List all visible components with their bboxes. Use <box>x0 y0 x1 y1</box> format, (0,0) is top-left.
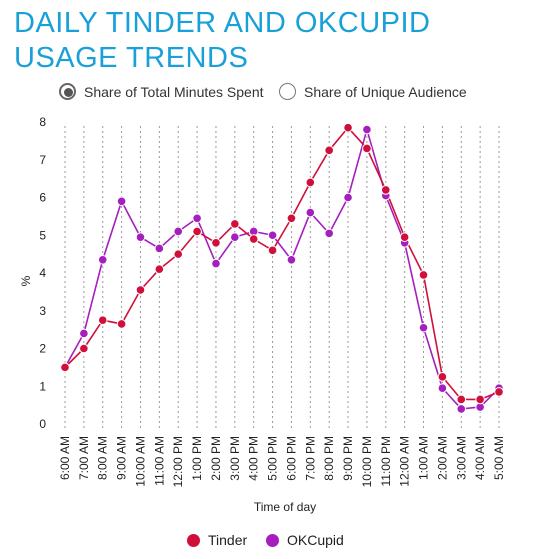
data-point-tinder[interactable] <box>211 238 221 248</box>
data-point-okcupid[interactable] <box>362 124 372 135</box>
data-point-okcupid[interactable] <box>211 258 221 269</box>
x-tick-label: 9:00 PM <box>341 436 355 481</box>
radio-unselected-icon[interactable] <box>279 83 296 100</box>
data-point-tinder[interactable] <box>362 143 372 154</box>
x-tick-label: 9:00 AM <box>115 436 129 480</box>
y-tick-label: 7 <box>39 153 46 167</box>
x-tick-label: 10:00 AM <box>133 436 147 487</box>
x-tick-label: 7:00 PM <box>303 436 317 481</box>
data-point-okcupid[interactable] <box>230 232 240 242</box>
data-point-tinder[interactable] <box>494 387 504 397</box>
data-point-tinder[interactable] <box>324 145 334 156</box>
y-tick-label: 5 <box>39 228 46 242</box>
series-line-tinder <box>64 126 500 401</box>
x-tick-label: 11:00 AM <box>152 436 166 486</box>
y-tick-label: 8 <box>39 115 46 129</box>
data-point-okcupid[interactable] <box>154 243 165 254</box>
title-line-1: DAILY TINDER AND OKCUPID <box>14 7 431 39</box>
data-point-tinder[interactable] <box>154 264 165 275</box>
x-tick-label: 1:00 AM <box>417 436 431 480</box>
x-tick-label: 2:00 PM <box>209 436 223 481</box>
y-tick-label: 4 <box>39 266 46 280</box>
data-point-tinder[interactable] <box>173 249 184 259</box>
page-title: DAILY TINDER AND OKCUPID USAGE TRENDS <box>14 6 431 76</box>
line-chart: 0 1 2 3 4 5 6 7 8 % 6:00 AM 7:00 AM 8:00 AM 9:00 AM… <box>19 115 506 514</box>
x-tick-label: 6:00 AM <box>58 436 72 480</box>
toggle-total-minutes-label: Share of Total Minutes Spent <box>84 84 264 100</box>
data-point-tinder[interactable] <box>286 213 297 224</box>
x-tick-labels: 6:00 AM 7:00 AM 8:00 AM 9:00 AM 10:00 AM 11:0… <box>58 436 506 487</box>
data-point-okcupid[interactable] <box>267 230 278 241</box>
data-point-okcupid[interactable] <box>173 226 184 237</box>
x-axis-label: Time of day <box>254 500 316 514</box>
x-tick-label: 11:00 PM <box>379 436 393 486</box>
data-point-okcupid[interactable] <box>305 207 316 218</box>
data-point-tinder[interactable] <box>437 372 448 382</box>
data-point-okcupid[interactable] <box>79 328 89 339</box>
x-tick-label: 5:00 AM <box>492 436 506 480</box>
legend-label-okcupid: OKCupid <box>287 532 344 548</box>
data-point-okcupid[interactable] <box>97 254 108 265</box>
data-point-okcupid[interactable] <box>286 254 297 265</box>
y-tick-labels: 0 1 2 3 4 5 6 7 8 <box>39 115 46 431</box>
data-point-tinder[interactable] <box>456 394 467 405</box>
series-line-okcupid <box>64 128 500 410</box>
data-point-okcupid[interactable] <box>135 232 146 242</box>
x-tick-label: 3:00 AM <box>454 436 468 480</box>
data-point-okcupid[interactable] <box>192 213 202 224</box>
data-point-tinder[interactable] <box>60 362 70 373</box>
y-tick-label: 3 <box>39 304 46 318</box>
toggle-unique-audience-label: Share of Unique Audience <box>304 84 467 100</box>
x-tick-label: 3:00 PM <box>228 436 242 481</box>
data-point-tinder[interactable] <box>305 177 316 188</box>
data-point-tinder[interactable] <box>248 234 259 244</box>
data-point-tinder[interactable] <box>97 315 108 325</box>
data-point-okcupid[interactable] <box>343 192 353 203</box>
okcupid-legend-dot-icon <box>266 534 279 547</box>
data-point-tinder[interactable] <box>116 319 127 329</box>
data-point-tinder[interactable] <box>418 270 429 280</box>
grid-lines <box>64 126 500 428</box>
data-point-tinder[interactable] <box>230 219 240 229</box>
x-tick-label: 10:00 PM <box>360 436 374 487</box>
x-tick-label: 8:00 AM <box>96 436 110 480</box>
data-point-okcupid[interactable] <box>324 228 334 239</box>
x-tick-label: 6:00 PM <box>284 436 298 481</box>
legend-item-okcupid[interactable]: OKCupid <box>266 532 344 548</box>
data-point-tinder[interactable] <box>343 122 353 133</box>
x-tick-label: 2:00 AM <box>435 436 449 480</box>
x-tick-label: 5:00 PM <box>266 436 280 481</box>
data-point-okcupid[interactable] <box>456 404 467 414</box>
data-point-okcupid[interactable] <box>418 322 429 333</box>
series-layer <box>60 122 504 414</box>
y-tick-label: 1 <box>39 379 46 393</box>
data-point-tinder[interactable] <box>135 285 146 295</box>
data-point-tinder[interactable] <box>399 232 410 242</box>
legend-label-tinder: Tinder <box>208 532 248 548</box>
x-tick-label: 1:00 PM <box>190 436 204 481</box>
data-point-tinder[interactable] <box>267 245 278 256</box>
x-tick-label: 8:00 PM <box>322 436 336 481</box>
data-point-okcupid[interactable] <box>116 196 127 207</box>
tinder-legend-dot-icon <box>187 534 200 547</box>
y-axis-label: % <box>19 275 33 286</box>
x-tick-label: 4:00 AM <box>473 436 487 480</box>
legend-item-tinder[interactable]: Tinder <box>187 532 247 548</box>
data-point-tinder[interactable] <box>192 226 202 237</box>
x-tick-label: 12:00 AM <box>398 436 412 487</box>
y-tick-label: 6 <box>39 191 46 205</box>
x-tick-label: 7:00 AM <box>77 436 91 480</box>
x-tick-label: 4:00 PM <box>247 436 261 481</box>
data-point-okcupid[interactable] <box>437 383 448 393</box>
y-tick-label: 0 <box>39 417 46 431</box>
y-tick-label: 2 <box>39 342 46 356</box>
title-line-2: USAGE TRENDS <box>14 42 249 74</box>
data-point-tinder[interactable] <box>475 394 485 405</box>
data-point-tinder[interactable] <box>380 185 391 195</box>
radio-selected-icon[interactable] <box>59 83 76 100</box>
x-tick-label: 12:00 PM <box>171 436 185 487</box>
data-point-tinder[interactable] <box>79 343 89 354</box>
